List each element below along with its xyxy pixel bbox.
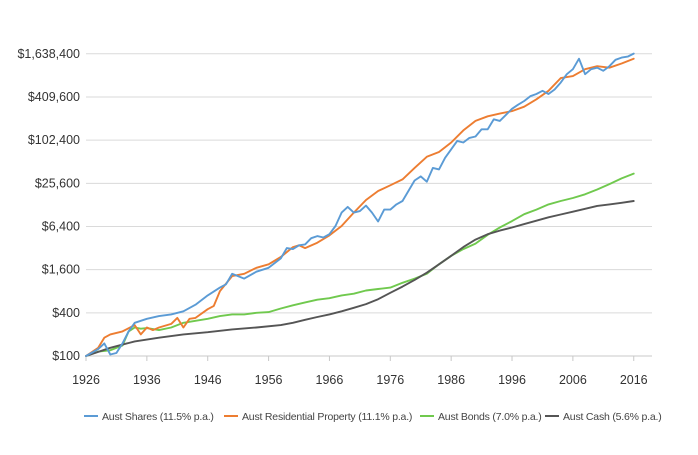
- y-tick-label: $1,600: [42, 263, 80, 277]
- series-line-3: [85, 200, 635, 357]
- y-tick-label: $1,638,400: [17, 47, 80, 61]
- y-tick-label: $25,600: [35, 176, 80, 190]
- legend-item: Aust Residential Property (11.1% p.a.): [224, 411, 412, 423]
- x-tick-label: 1996: [498, 373, 526, 387]
- x-tick-label: 1956: [255, 373, 283, 387]
- legend-item: Aust Cash (5.6% p.a.): [545, 411, 662, 423]
- legend-item: Aust Shares (11.5% p.a.): [84, 411, 214, 423]
- y-tick-label: $100: [52, 349, 80, 363]
- y-tick-label: $400: [52, 306, 80, 320]
- legend-label: Aust Residential Property (11.1% p.a.): [242, 411, 412, 423]
- legend-label: Aust Shares (11.5% p.a.): [102, 411, 214, 423]
- x-tick-label: 2016: [620, 373, 648, 387]
- series-line-1: [85, 57, 635, 357]
- x-tick-label: 1946: [194, 373, 222, 387]
- axes: [85, 355, 652, 361]
- gridlines: [86, 53, 652, 314]
- y-tick-label: $6,400: [42, 219, 80, 233]
- x-tick-label: 1936: [133, 373, 161, 387]
- legend: Aust Shares (11.5% p.a.) Aust Residential…: [84, 411, 662, 423]
- legend-item: Aust Bonds (7.0% p.a.): [420, 411, 542, 423]
- x-axis-tick-labels: 1926 1936 1946 1956 1966 1976 1986 1996 2006 2016: [72, 373, 648, 387]
- x-tick-label: 2006: [559, 373, 587, 387]
- data-series: [85, 52, 635, 357]
- x-tick-label: 1986: [437, 373, 465, 387]
- y-tick-label: $409,600: [28, 90, 80, 104]
- x-tick-label: 1926: [72, 373, 100, 387]
- series-line-0: [85, 52, 635, 357]
- x-tick-label: 1966: [316, 373, 344, 387]
- y-axis-tick-labels: $100 $400 $1,600 $6,400 $25,600 $102,400 $409,…: [17, 47, 80, 363]
- legend-label: Aust Bonds (7.0% p.a.): [438, 411, 542, 423]
- x-tick-label: 1976: [376, 373, 404, 387]
- y-tick-label: $102,400: [28, 133, 80, 147]
- series-line-2: [85, 172, 635, 357]
- legend-label: Aust Cash (5.6% p.a.): [563, 411, 662, 423]
